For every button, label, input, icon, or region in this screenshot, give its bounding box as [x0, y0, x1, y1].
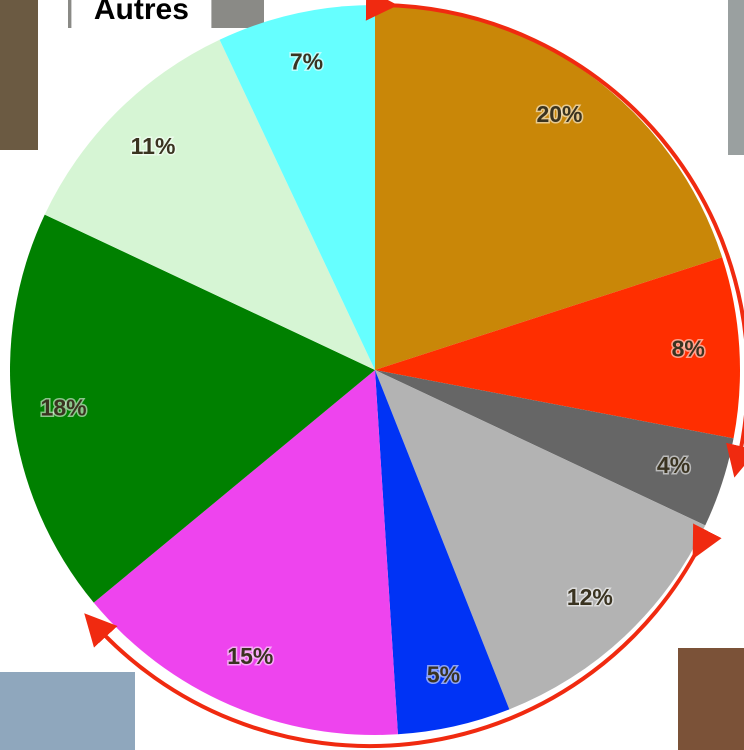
photo: [0, 0, 38, 150]
category-label: Autres: [94, 0, 189, 26]
pie: [9, 5, 740, 736]
labels: 20% 8% 4% 12% 5% 15% 18% 11% 7% Autres: [39, 0, 706, 689]
value-label: 5%: [427, 661, 460, 687]
value-label: 7%: [290, 49, 323, 75]
photo: [0, 672, 135, 750]
pie-slice: [219, 5, 375, 370]
photo: [728, 0, 744, 155]
photo: [678, 648, 744, 750]
arrow: [365, 0, 744, 478]
value-label: 8%: [672, 335, 705, 361]
value-label: 18%: [41, 394, 87, 420]
pie-slice: [9, 214, 375, 603]
value-label: 15%: [227, 643, 273, 669]
value-label: 20%: [536, 101, 582, 127]
value-label: 11%: [131, 133, 176, 159]
pie-slice: [44, 39, 375, 370]
category-label-box: [71, 0, 212, 32]
value-label: 12%: [567, 584, 613, 610]
value-label: 4%: [657, 452, 690, 478]
arrow: [84, 523, 722, 748]
